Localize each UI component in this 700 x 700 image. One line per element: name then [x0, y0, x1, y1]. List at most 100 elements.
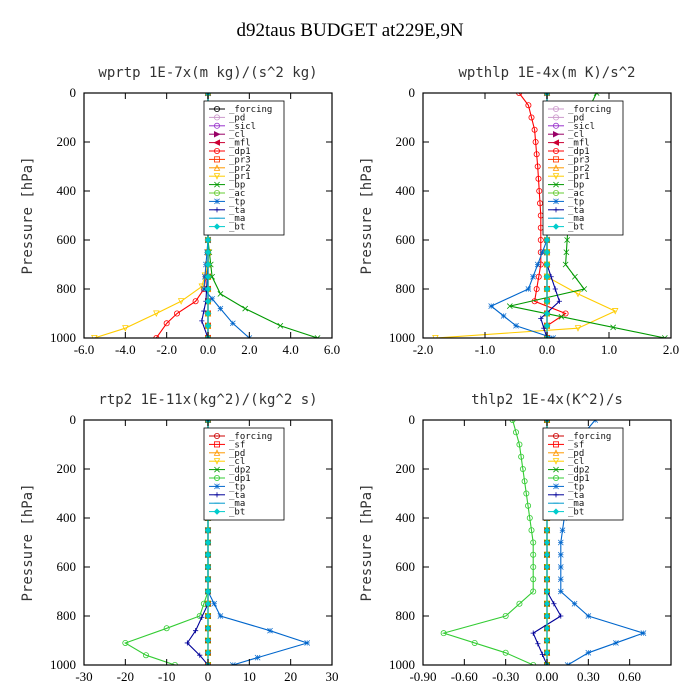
- legend-marker: [553, 114, 560, 121]
- series-marker: [530, 551, 537, 558]
- legend-label: _cl: [229, 457, 245, 467]
- y-tick-label: 800: [57, 281, 77, 296]
- legend-label: _tp: [568, 197, 584, 207]
- series-marker: [229, 320, 236, 327]
- legend-label: _mfl: [229, 139, 251, 149]
- series-marker: [521, 478, 528, 485]
- series-marker: [217, 613, 224, 619]
- x-tick-label: -0.90: [409, 669, 436, 684]
- series-marker: [502, 613, 509, 620]
- series-marker: [543, 298, 551, 305]
- legend-label: _sf: [229, 440, 245, 450]
- series-marker: [199, 614, 205, 620]
- series-marker: [539, 651, 546, 657]
- legend-label: _ta: [568, 206, 584, 216]
- x-tick-label: 0.00: [536, 669, 559, 684]
- series-marker: [500, 313, 507, 319]
- legend-label: _pr3: [229, 155, 251, 165]
- series-marker: [558, 613, 564, 619]
- series-marker: [572, 273, 578, 280]
- series-marker: [277, 322, 284, 329]
- series-marker: [513, 322, 519, 329]
- series-marker: [204, 527, 212, 534]
- series-marker: [204, 588, 212, 595]
- legend-marker: [213, 139, 220, 146]
- legend-label: _ma: [229, 214, 245, 224]
- y-axis-label: Pressure [hPa]: [359, 483, 375, 601]
- legend-label: _mfl: [568, 139, 590, 149]
- legend-marker: [213, 441, 220, 448]
- series-marker: [661, 335, 668, 338]
- series-marker: [543, 261, 551, 268]
- legend-marker: [553, 181, 559, 188]
- series-marker: [543, 649, 551, 656]
- x-tick-label: 2.0: [241, 342, 257, 357]
- series-marker: [204, 649, 212, 656]
- series-marker: [530, 564, 537, 571]
- legend: _forcing_pd_sicl_cl_mfl_dp1_pr3_pr2_pr1_…: [203, 100, 285, 236]
- series-marker: [516, 600, 523, 607]
- y-tick-label: 800: [396, 608, 416, 623]
- legend-marker: [553, 106, 560, 113]
- series-marker: [593, 93, 600, 96]
- series-marker: [198, 283, 206, 291]
- legend-box: [203, 427, 285, 521]
- series-marker: [122, 325, 129, 332]
- x-tick-label: 0.60: [618, 669, 641, 684]
- series-marker: [525, 102, 532, 109]
- x-tick-label: -0.30: [492, 669, 519, 684]
- series-marker: [506, 303, 513, 310]
- series-marker: [153, 310, 160, 317]
- legend-marker: [213, 156, 220, 163]
- series-marker: [571, 600, 578, 607]
- series-marker: [201, 308, 207, 314]
- series-marker: [538, 315, 544, 321]
- x-tick-label: 0: [205, 669, 212, 684]
- series-marker: [543, 236, 551, 244]
- series-marker: [204, 236, 212, 244]
- legend-label: _bt: [229, 508, 245, 518]
- legend-label: _pr2: [229, 164, 251, 174]
- series-marker: [564, 237, 571, 243]
- series-marker: [532, 138, 539, 145]
- x-tick-label: -2.0: [413, 342, 434, 357]
- series-marker: [530, 630, 536, 636]
- series-marker: [552, 286, 558, 292]
- series-marker: [209, 295, 215, 302]
- series-marker: [204, 625, 212, 632]
- series-marker: [163, 320, 170, 327]
- legend-label: _ma: [229, 499, 245, 509]
- legend: _forcing_sf_pd_cl_dp2_dp1_tp_ta_ma_bt: [542, 427, 624, 521]
- series-marker: [543, 600, 551, 607]
- series-marker: [563, 249, 570, 256]
- series-marker: [613, 640, 619, 646]
- legend-label: _bt: [568, 508, 584, 518]
- legend-marker: [552, 449, 560, 456]
- series-marker: [543, 322, 551, 329]
- legend: _forcing_sf_pd_cl_dp2_dp1_tp_ta_ma_bt: [203, 427, 285, 521]
- legend-marker: [214, 466, 220, 473]
- series-marker: [242, 305, 249, 312]
- legend-label: _bp: [229, 181, 245, 191]
- legend-marker: [553, 207, 559, 213]
- legend-marker: [552, 223, 560, 230]
- legend-marker: [553, 474, 560, 481]
- y-tick-label: 200: [57, 134, 77, 149]
- series-marker: [122, 639, 129, 646]
- series-marker: [543, 273, 551, 280]
- legend-label: _bp: [568, 181, 584, 191]
- legend-marker: [213, 164, 221, 171]
- series-marker: [543, 588, 551, 595]
- y-axis-label: Pressure [hPa]: [20, 156, 36, 274]
- y-tick-label: 1000: [389, 657, 415, 672]
- series-marker: [539, 249, 546, 256]
- legend-marker: [214, 483, 220, 490]
- series-marker: [530, 588, 537, 595]
- series-marker: [171, 662, 178, 665]
- series-marker: [254, 654, 261, 661]
- y-tick-label: 1000: [50, 330, 76, 345]
- series-marker: [217, 305, 224, 312]
- series-line-dp1: [518, 93, 567, 338]
- y-tick-label: 400: [57, 510, 77, 525]
- legend-label: _pr3: [568, 155, 590, 165]
